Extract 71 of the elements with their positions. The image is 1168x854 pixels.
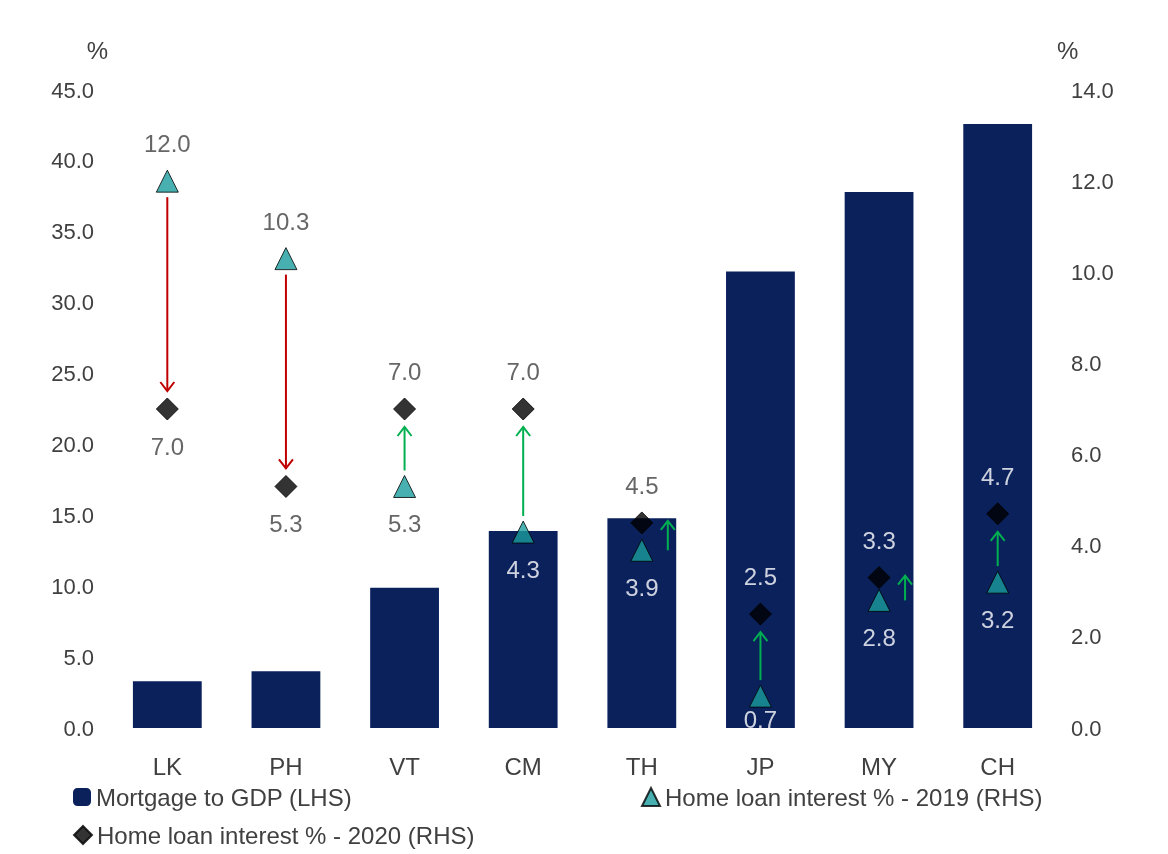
legend-label: Mortgage to GDP (LHS) (96, 783, 352, 811)
point (274, 474, 298, 498)
y2-tick-label: 8.0 (1071, 350, 1102, 376)
data-label: 2.8 (862, 624, 896, 652)
data-label: 12.0 (143, 130, 191, 158)
point (630, 538, 654, 562)
data-label: 7.0 (150, 433, 184, 460)
y-tick-label: 5.0 (63, 644, 94, 670)
bar (963, 124, 1033, 728)
bar (488, 530, 558, 728)
bar (844, 192, 914, 728)
point (748, 684, 772, 708)
point (155, 169, 179, 193)
point (274, 247, 298, 271)
point (393, 474, 417, 498)
x-tick-label: TH (625, 752, 658, 780)
x-tick-label: MY (861, 752, 898, 780)
bar (132, 681, 202, 728)
y-tick-label: 20.0 (51, 431, 94, 457)
bar (726, 271, 795, 728)
data-label: 3.3 (862, 526, 896, 554)
legend-label: Home loan interest % - 2020 (RHS) (97, 821, 475, 849)
point (867, 566, 891, 590)
y-tick-label: 35.0 (51, 219, 94, 245)
point (630, 511, 654, 535)
x-tick-label: VT (389, 752, 421, 780)
x-tick-label: CM (504, 752, 542, 780)
y-tick-label: 45.0 (51, 77, 94, 103)
y-tick-label: 10.0 (51, 573, 94, 599)
point (986, 570, 1010, 594)
point (155, 397, 179, 421)
point (986, 502, 1010, 526)
y-tick-label: 25.0 (51, 361, 94, 387)
data-label: 7.0 (387, 358, 422, 385)
x-tick-label: JP (746, 752, 775, 780)
bar (370, 587, 439, 728)
point (748, 602, 772, 626)
y-axis-title: % (86, 36, 108, 64)
y2-tick-label: 0.0 (1071, 715, 1102, 741)
y2-tick-label: 10.0 (1071, 259, 1114, 285)
y2-tick-label: 12.0 (1071, 168, 1114, 194)
x-tick-label: PH (269, 752, 303, 780)
y-tick-label: 30.0 (51, 290, 94, 316)
point (393, 397, 417, 421)
data-label: 4.7 (981, 462, 1015, 490)
data-label: 3.2 (981, 606, 1015, 634)
point (867, 588, 891, 612)
y-tick-label: 15.0 (51, 502, 94, 528)
legend-label: Home loan interest % - 2019 (RHS) (665, 783, 1043, 811)
bar (251, 671, 321, 728)
y-tick-label: 40.0 (51, 148, 94, 174)
y2-axis-title: % (1057, 36, 1079, 64)
data-label: 7.0 (506, 358, 540, 385)
y2-tick-label: 4.0 (1071, 533, 1102, 559)
y-tick-label: 0.0 (63, 715, 94, 741)
data-label: 5.3 (387, 510, 422, 538)
point (511, 397, 535, 421)
y2-tick-label: 14.0 (1071, 77, 1114, 103)
bar (607, 518, 677, 728)
y2-tick-label: 2.0 (1071, 624, 1102, 650)
point (511, 520, 535, 544)
data-label: 10.3 (262, 207, 310, 235)
data-label: 4.5 (625, 471, 659, 499)
data-label: 3.9 (625, 574, 659, 602)
data-label: 0.7 (743, 706, 778, 734)
x-tick-label: LK (152, 752, 182, 780)
data-label: 5.3 (269, 510, 303, 538)
x-tick-label: CH (980, 752, 1016, 780)
y2-tick-label: 6.0 (1071, 442, 1102, 468)
data-label: 2.5 (743, 563, 778, 591)
data-label: 4.3 (506, 556, 540, 584)
